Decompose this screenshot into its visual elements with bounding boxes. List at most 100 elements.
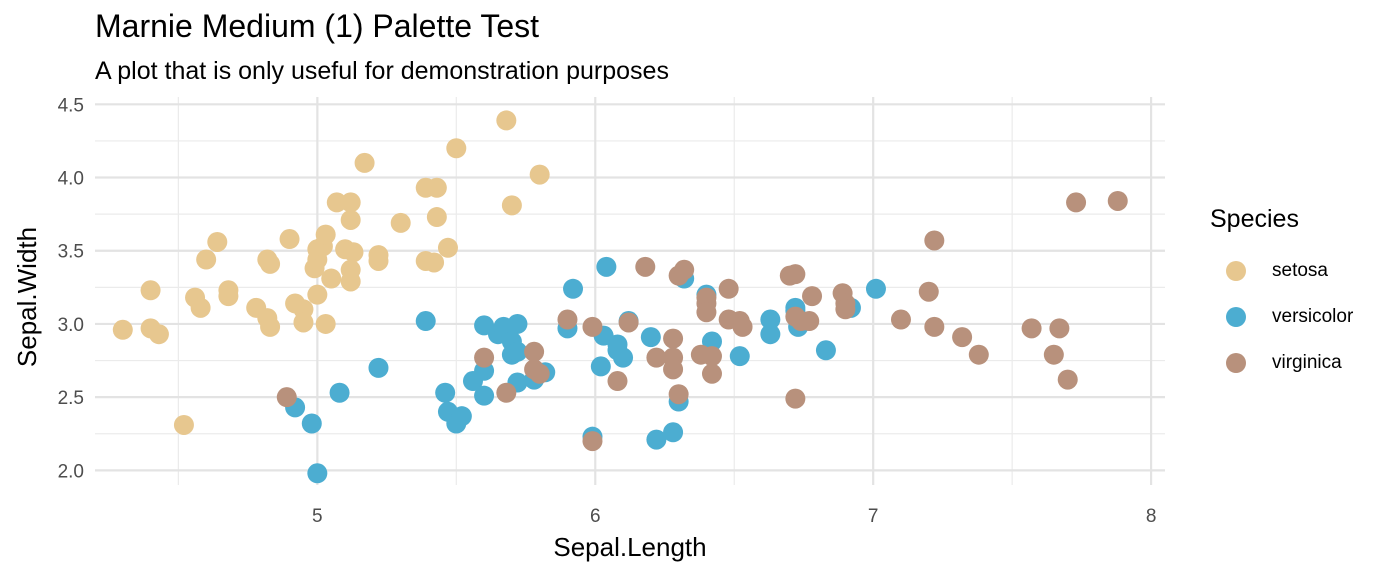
point-virginica xyxy=(1066,192,1087,213)
y-tick-label: 2.0 xyxy=(58,461,84,482)
point-virginica xyxy=(276,387,297,408)
point-setosa xyxy=(140,280,161,301)
point-virginica xyxy=(663,328,684,349)
legend-swatch-virginica xyxy=(1226,353,1246,373)
point-setosa xyxy=(307,284,328,305)
point-virginica xyxy=(785,388,806,409)
point-setosa xyxy=(173,414,194,435)
data-points xyxy=(112,110,1128,484)
point-setosa xyxy=(340,271,361,292)
point-versicolor xyxy=(435,382,456,403)
point-versicolor xyxy=(507,313,528,334)
point-versicolor xyxy=(729,346,750,367)
x-axis-label: Sepal.Length xyxy=(553,532,706,562)
point-virginica xyxy=(701,363,722,384)
point-setosa xyxy=(529,164,550,185)
legend: Species setosa versicolor virginica xyxy=(1210,205,1353,386)
point-virginica xyxy=(582,431,603,452)
point-versicolor xyxy=(640,327,661,348)
point-virginica xyxy=(524,341,545,362)
point-versicolor xyxy=(415,311,436,332)
point-versicolor xyxy=(760,309,781,330)
point-setosa xyxy=(426,177,447,198)
point-virginica xyxy=(918,281,939,302)
point-virginica xyxy=(1107,190,1128,211)
point-setosa xyxy=(279,229,300,250)
point-virginica xyxy=(635,256,656,277)
x-axis-tick-labels: 5 6 7 8 xyxy=(312,506,1156,527)
point-virginica xyxy=(799,311,820,332)
point-virginica xyxy=(1021,318,1042,339)
x-tick-label: 5 xyxy=(312,506,323,527)
point-versicolor xyxy=(613,347,634,368)
point-virginica xyxy=(785,264,806,285)
point-setosa xyxy=(218,286,239,307)
point-virginica xyxy=(607,371,628,392)
y-tick-label: 4.5 xyxy=(58,95,84,116)
point-virginica xyxy=(802,286,823,307)
point-versicolor xyxy=(329,382,350,403)
point-virginica xyxy=(646,347,667,368)
point-setosa xyxy=(426,207,447,228)
point-versicolor xyxy=(646,429,667,450)
point-virginica xyxy=(557,309,578,330)
point-virginica xyxy=(696,287,717,308)
point-virginica xyxy=(582,316,603,337)
legend-item-virginica: virginica xyxy=(1210,340,1353,386)
point-virginica xyxy=(496,382,517,403)
point-setosa xyxy=(315,224,336,245)
point-versicolor xyxy=(701,331,722,352)
point-virginica xyxy=(529,363,550,384)
point-virginica xyxy=(924,316,945,337)
point-setosa xyxy=(446,138,467,159)
point-setosa xyxy=(343,242,364,263)
legend-label-setosa: setosa xyxy=(1272,260,1328,281)
point-setosa xyxy=(368,245,389,266)
legend-swatch-setosa xyxy=(1226,261,1246,281)
chart-subtitle: A plot that is only useful for demonstra… xyxy=(95,57,669,85)
point-setosa xyxy=(321,268,342,289)
point-virginica xyxy=(668,384,689,405)
point-virginica xyxy=(1057,369,1078,390)
point-virginica xyxy=(952,327,973,348)
point-versicolor xyxy=(307,463,328,484)
point-versicolor xyxy=(474,385,495,406)
legend-item-versicolor: versicolor xyxy=(1210,294,1353,340)
point-setosa xyxy=(190,297,211,318)
point-setosa xyxy=(112,319,133,340)
point-setosa xyxy=(390,212,411,233)
point-virginica xyxy=(968,344,989,365)
point-setosa xyxy=(260,316,281,337)
point-setosa xyxy=(340,192,361,213)
point-versicolor xyxy=(368,357,389,378)
point-virginica xyxy=(890,309,911,330)
point-setosa xyxy=(501,195,522,216)
point-virginica xyxy=(1043,344,1064,365)
minor-gridlines xyxy=(95,97,1165,485)
x-tick-label: 7 xyxy=(868,506,879,527)
y-tick-label: 2.5 xyxy=(58,388,84,409)
point-virginica xyxy=(835,299,856,320)
y-tick-label: 4.0 xyxy=(58,169,84,190)
point-versicolor xyxy=(663,422,684,443)
chart-title: Marnie Medium (1) Palette Test xyxy=(95,8,540,44)
point-versicolor xyxy=(815,340,836,361)
point-setosa xyxy=(293,312,314,333)
point-versicolor xyxy=(507,341,528,362)
y-axis-tick-labels: 2.0 2.5 3.0 3.5 4.0 4.5 xyxy=(58,95,84,482)
point-setosa xyxy=(496,110,517,131)
y-tick-label: 3.0 xyxy=(58,315,84,336)
major-gridlines xyxy=(95,97,1165,485)
point-virginica xyxy=(718,278,739,299)
x-tick-label: 8 xyxy=(1146,506,1157,527)
point-setosa xyxy=(148,324,169,345)
legend-title: Species xyxy=(1210,205,1299,233)
x-tick-label: 6 xyxy=(590,506,601,527)
point-setosa xyxy=(260,253,281,274)
legend-item-setosa: setosa xyxy=(1210,248,1353,294)
legend-swatch-versicolor xyxy=(1226,307,1246,327)
point-setosa xyxy=(354,152,375,173)
point-virginica xyxy=(732,316,753,337)
y-tick-label: 3.5 xyxy=(58,242,84,263)
